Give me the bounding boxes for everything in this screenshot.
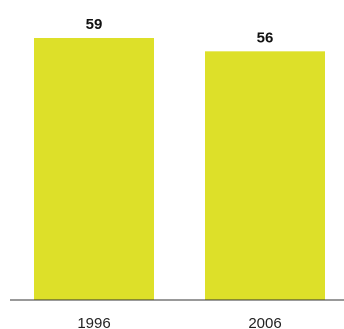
bar-1996 xyxy=(34,38,154,300)
bar-value-label-1996: 59 xyxy=(86,16,103,33)
x-tick-label-2006: 2006 xyxy=(248,315,281,329)
x-tick-labels-layer: 1996 2006 xyxy=(77,315,281,329)
bar-value-label-2006: 56 xyxy=(257,29,274,46)
bar-2006 xyxy=(205,51,325,300)
x-tick-label-1996: 1996 xyxy=(77,315,110,329)
bars-layer xyxy=(34,38,325,300)
value-labels-layer: 59 56 xyxy=(86,16,274,46)
